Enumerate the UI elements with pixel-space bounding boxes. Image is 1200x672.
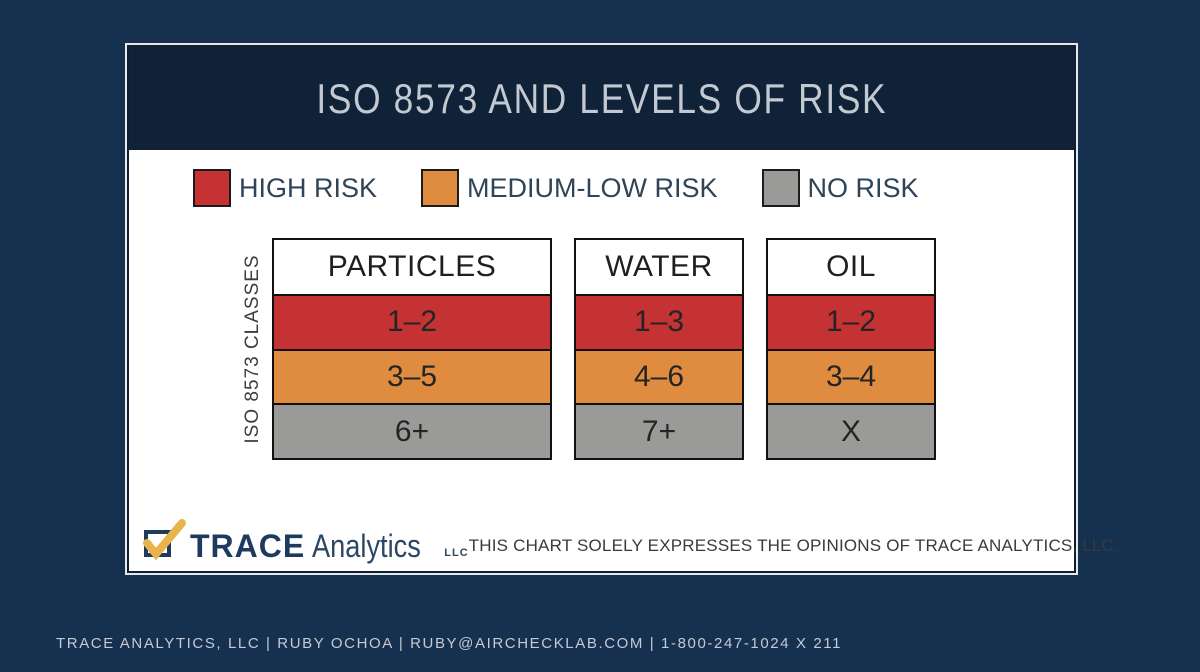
water-table: WATER 1–3 4–6 7+ bbox=[574, 238, 744, 460]
particles-medium-low-risk-cell: 3–5 bbox=[274, 348, 550, 404]
water-no-risk-cell: 7+ bbox=[576, 403, 742, 459]
legend-item-high-risk: HIGH RISK bbox=[193, 169, 377, 207]
disclaimer-text: THIS CHART SOLELY EXPRESSES THE OPINIONS… bbox=[468, 536, 1120, 555]
oil-no-risk-cell: X bbox=[768, 403, 934, 459]
classes-tables: ISO 8573 CLASSES PARTICLES 1–2 3–5 6+ bbox=[233, 238, 1074, 460]
cell-value: 3–4 bbox=[825, 360, 877, 393]
risk-legend: HIGH RISK MEDIUM-LOW RISK NO RISK bbox=[193, 169, 1074, 207]
cell-value: 7+ bbox=[641, 414, 677, 448]
cell-value: 3–5 bbox=[386, 360, 438, 393]
legend-label: HIGH RISK bbox=[239, 172, 378, 203]
legend-item-no-risk: NO RISK bbox=[761, 169, 919, 207]
card-body: HIGH RISK MEDIUM-LOW RISK NO RISK ISO 85… bbox=[129, 150, 1119, 571]
contact-footer: TRACE ANALYTICS, LLC | RUBY OCHOA | RUBY… bbox=[56, 635, 843, 652]
cell-value: 1–3 bbox=[633, 305, 685, 339]
legend-item-medium-low-risk: MEDIUM-LOW RISK bbox=[421, 169, 718, 207]
oil-table: OIL 1–2 3–4 X bbox=[766, 238, 936, 460]
cell-value: 4–6 bbox=[633, 360, 685, 393]
cell-value: 1–2 bbox=[386, 305, 438, 339]
legend-label: MEDIUM-LOW RISK bbox=[467, 172, 718, 203]
cell-value: 1–2 bbox=[825, 305, 877, 339]
card-footer: TRACE Analytics LLC THIS CHART SOLELY EX… bbox=[143, 518, 1119, 564]
page-title: ISO 8573 AND LEVELS OF RISK bbox=[316, 74, 887, 122]
particles-header: PARTICLES bbox=[274, 240, 550, 294]
water-header: WATER bbox=[576, 240, 742, 294]
particles-high-risk-cell: 1–2 bbox=[274, 294, 550, 349]
oil-header: OIL bbox=[768, 240, 934, 294]
column-header-label: WATER bbox=[605, 250, 713, 283]
slide-card-inner: ISO 8573 AND LEVELS OF RISK HIGH RISK ME… bbox=[127, 45, 1119, 573]
logo-name: TRACE bbox=[190, 528, 306, 564]
cell-value: 6+ bbox=[394, 414, 430, 448]
medium-low-risk-swatch-icon bbox=[421, 169, 460, 207]
gold-checkmark-icon bbox=[143, 519, 186, 561]
legend-label: NO RISK bbox=[807, 172, 919, 203]
row-axis-label: ISO 8573 CLASSES bbox=[241, 254, 263, 444]
logo-suffix: Analytics bbox=[312, 528, 422, 564]
column-header-label: OIL bbox=[826, 250, 876, 283]
column-header-label: PARTICLES bbox=[327, 250, 497, 283]
particles-table: PARTICLES 1–2 3–5 6+ bbox=[272, 238, 552, 460]
checkmark-box-icon bbox=[143, 518, 186, 562]
cell-value: X bbox=[840, 414, 861, 448]
no-risk-swatch-icon bbox=[761, 169, 800, 207]
logo-llc: LLC bbox=[444, 547, 469, 559]
row-axis-label-wrap: ISO 8573 CLASSES bbox=[233, 238, 272, 460]
oil-medium-low-risk-cell: 3–4 bbox=[768, 348, 934, 404]
card-header: ISO 8573 AND LEVELS OF RISK bbox=[129, 47, 1074, 150]
trace-analytics-logo: TRACE Analytics LLC bbox=[143, 518, 469, 564]
particles-no-risk-cell: 6+ bbox=[274, 403, 550, 459]
high-risk-swatch-icon bbox=[193, 169, 231, 207]
water-high-risk-cell: 1–3 bbox=[576, 294, 742, 349]
slide-card: ISO 8573 AND LEVELS OF RISK HIGH RISK ME… bbox=[125, 43, 1119, 575]
water-medium-low-risk-cell: 4–6 bbox=[576, 348, 742, 404]
oil-high-risk-cell: 1–2 bbox=[768, 294, 934, 349]
